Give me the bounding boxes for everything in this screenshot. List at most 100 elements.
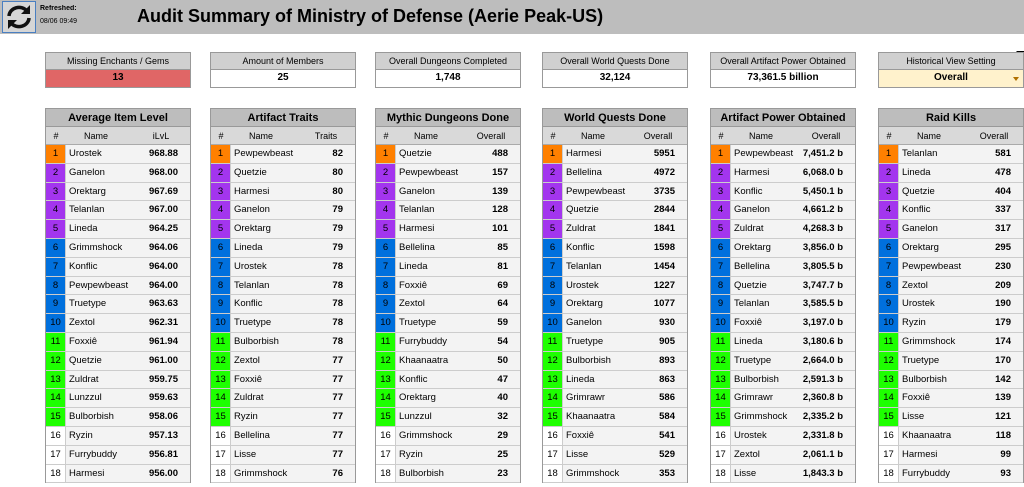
dropdown-arrow[interactable] [1013, 77, 1019, 81]
name-cell: Lisse [231, 446, 301, 465]
rank-cell: 14 [46, 389, 66, 409]
value-cell: 5951 [633, 145, 687, 164]
value-cell: 99 [969, 446, 1023, 465]
rank-cell: 12 [543, 351, 563, 371]
table-frame [710, 108, 856, 483]
value-cell: 1598 [633, 239, 687, 258]
name-cell: Urostek [563, 277, 633, 296]
name-cell: Bulborbish [231, 333, 301, 352]
value-cell: 584 [633, 408, 687, 427]
value-cell: 3,856.0 b [801, 239, 855, 258]
name-cell: Foxxiê [731, 314, 801, 333]
rank-cell: 11 [211, 333, 231, 352]
value-cell: 139 [466, 183, 520, 202]
rank-cell: 3 [376, 182, 396, 202]
name-cell: Orektarg [899, 239, 969, 258]
header-name: Name [899, 127, 959, 145]
rank-cell: 13 [46, 370, 66, 390]
name-cell: Pewpewbeast [731, 145, 801, 164]
rank-cell: 16 [711, 427, 731, 446]
name-cell: Pewpewbeast [563, 183, 633, 202]
card-value: 1,748 [375, 70, 521, 88]
name-cell: Foxxiê [563, 427, 633, 446]
value-cell: 353 [633, 465, 687, 484]
header-rank: # [543, 127, 563, 145]
rank-cell: 9 [376, 295, 396, 315]
name-cell: Pewpewbeast [231, 145, 301, 164]
value-cell: 78 [301, 314, 355, 333]
value-cell: 1841 [633, 220, 687, 239]
name-cell: Lineda [396, 258, 466, 277]
header-rank: # [376, 127, 396, 145]
name-cell: Harmesi [899, 446, 969, 465]
name-cell: Foxxiê [899, 389, 969, 409]
value-cell: 964.25 [136, 220, 190, 239]
value-cell: 157 [466, 164, 520, 183]
value-cell: 118 [969, 427, 1023, 446]
rank-cell: 17 [543, 445, 563, 465]
rank-cell: 7 [711, 257, 731, 277]
name-cell: Bulborbish [66, 408, 136, 427]
name-cell: Urostek [66, 145, 136, 164]
name-cell: Ryzin [396, 446, 466, 465]
rank-cell: 5 [543, 220, 563, 239]
value-cell: 59 [466, 314, 520, 333]
name-cell: Lisse [563, 446, 633, 465]
name-cell: Bellelina [396, 239, 466, 258]
rank-cell: 1 [376, 145, 396, 164]
rank-cell: 2 [879, 163, 899, 183]
name-cell: Truetype [396, 314, 466, 333]
value-cell: 82 [301, 145, 355, 164]
name-cell: Quetzie [396, 145, 466, 164]
name-cell: Truetype [66, 295, 136, 315]
value-cell: 77 [301, 408, 355, 427]
value-cell: 863 [633, 371, 687, 390]
name-cell: Khaanaatra [396, 352, 466, 371]
value-cell: 3,805.5 b [801, 258, 855, 277]
value-cell: 142 [969, 371, 1023, 390]
value-cell: 29 [466, 427, 520, 446]
rank-cell: 5 [211, 220, 231, 239]
rank-cell: 10 [46, 314, 66, 333]
header-value: Overall [632, 127, 684, 145]
value-cell: 968.88 [136, 145, 190, 164]
value-cell: 2,591.3 b [801, 371, 855, 390]
rank-cell: 1 [711, 145, 731, 164]
name-cell: Bellelina [231, 427, 301, 446]
refresh-button[interactable] [2, 1, 36, 33]
header-value: Overall [465, 127, 517, 145]
name-cell: Furrybuddy [396, 333, 466, 352]
name-cell: Truetype [731, 352, 801, 371]
rank-cell: 6 [376, 239, 396, 258]
card-label: Overall Artifact Power Obtained [710, 52, 856, 70]
value-cell: 3,197.0 b [801, 314, 855, 333]
rank-cell: 12 [711, 351, 731, 371]
rank-cell: 4 [543, 201, 563, 221]
name-cell: Konflic [563, 239, 633, 258]
rank-cell: 13 [879, 370, 899, 390]
header-value: Overall [800, 127, 852, 145]
value-cell: 930 [633, 314, 687, 333]
header-value: Overall [968, 127, 1020, 145]
rank-cell: 2 [46, 163, 66, 183]
name-cell: Quetzie [66, 352, 136, 371]
rank-cell: 2 [711, 163, 731, 183]
rank-cell: 11 [543, 333, 563, 352]
card-value: 32,124 [542, 70, 688, 88]
value-cell: 64 [466, 295, 520, 315]
value-cell: 77 [301, 371, 355, 390]
rank-cell: 8 [46, 276, 66, 296]
name-cell: Orektarg [66, 183, 136, 202]
header-rank: # [879, 127, 899, 145]
table-title: Mythic Dungeons Done [375, 108, 521, 127]
rank-cell: 11 [711, 333, 731, 352]
name-cell: Furrybuddy [899, 465, 969, 484]
value-cell: 190 [969, 295, 1023, 315]
rank-cell: 9 [211, 295, 231, 315]
header-value: Traits [300, 127, 352, 145]
view-dropdown[interactable]: Overall [878, 70, 1024, 88]
name-cell: Quetzie [731, 277, 801, 296]
rank-cell: 5 [711, 220, 731, 239]
rank-cell: 1 [543, 145, 563, 164]
rank-cell: 7 [46, 257, 66, 277]
